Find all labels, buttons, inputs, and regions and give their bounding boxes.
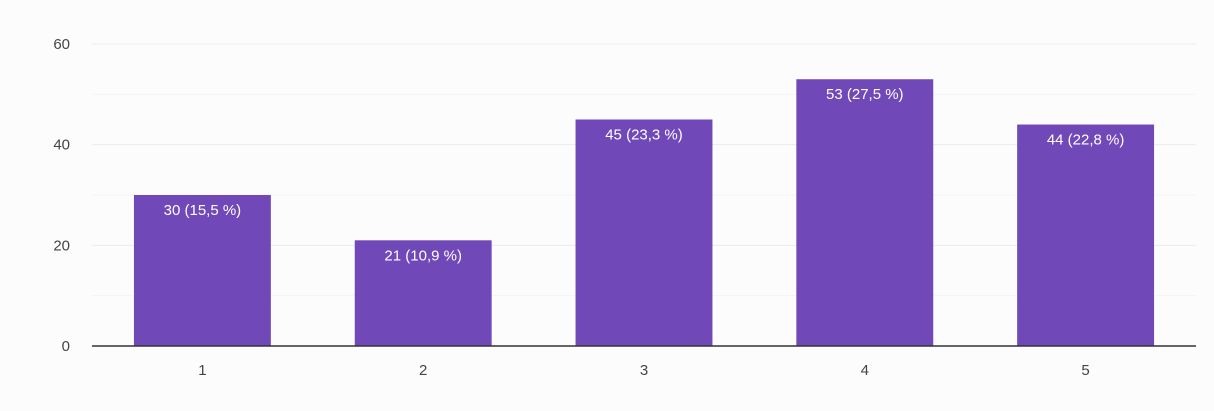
bar-1	[133, 195, 271, 346]
x-tick-label: 5	[1081, 362, 1089, 379]
data-labels: 30 (15,5 %) 21 (10,9 %) 45 (23,3 %) 53 (27,…	[164, 86, 1125, 264]
bars	[133, 79, 1155, 347]
bar-data-label: 53 (27,5 %)	[826, 86, 904, 103]
bar-data-label: 21 (10,9 %)	[384, 247, 462, 264]
bar-2	[354, 240, 492, 346]
y-tick-label: 60	[53, 36, 70, 53]
x-tick-label: 4	[861, 362, 869, 379]
y-tick-label: 0	[62, 338, 70, 355]
bar-3	[575, 119, 713, 346]
x-tick-label: 1	[198, 362, 206, 379]
bar-5	[1017, 124, 1155, 347]
x-tick-label: 2	[419, 362, 427, 379]
x-tick-label: 3	[640, 362, 648, 379]
y-tick-label: 40	[53, 137, 70, 154]
bar-data-label: 30 (15,5 %)	[164, 202, 242, 219]
bar-4	[796, 79, 934, 346]
axes: 0 20 40 60 1 2 3 4 5	[53, 36, 1196, 379]
bar-data-label: 44 (22,8 %)	[1047, 132, 1125, 149]
y-tick-label: 20	[53, 237, 70, 254]
bar-data-label: 45 (23,3 %)	[605, 127, 683, 144]
